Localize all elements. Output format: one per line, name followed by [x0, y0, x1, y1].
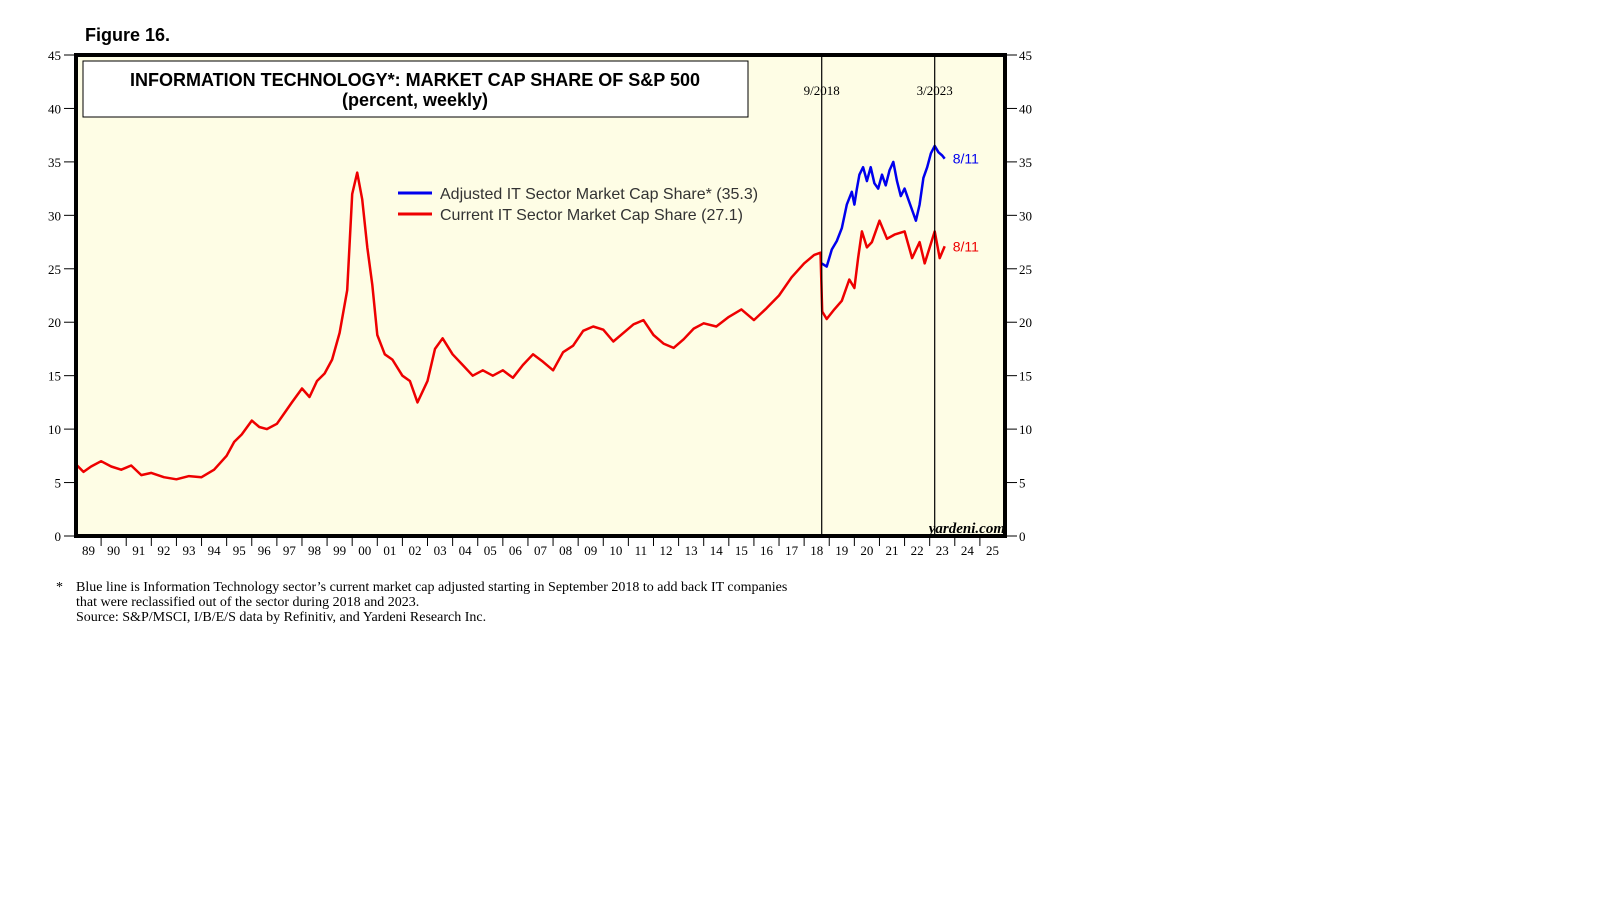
series-line-adjusted — [821, 144, 946, 268]
y-tick-label-left: 40 — [48, 101, 61, 116]
y-tick-label-left: 0 — [55, 529, 62, 544]
series-line-current — [75, 171, 946, 481]
series-end-label: 8/11 — [953, 151, 979, 167]
y-tick-label-left: 35 — [48, 155, 61, 170]
x-tick-label: 13 — [685, 543, 698, 558]
footnote-line-3: Source: S&P/MSCI, I/B/E/S data by Refini… — [76, 610, 487, 625]
y-tick-label-left: 30 — [48, 208, 61, 223]
x-tick-label: 01 — [383, 543, 396, 558]
x-tick-label: 09 — [584, 543, 597, 558]
watermark: yardeni.com — [927, 521, 1005, 537]
y-tick-label-left: 45 — [48, 48, 61, 63]
y-tick-label-left: 25 — [48, 262, 61, 277]
chart-title: INFORMATION TECHNOLOGY*: MARKET CAP SHAR… — [130, 70, 700, 90]
series-end-label: 8/11 — [953, 238, 979, 254]
x-tick-label: 23 — [936, 543, 949, 558]
x-tick-label: 16 — [760, 543, 774, 558]
x-tick-label: 90 — [107, 543, 120, 558]
y-tick-label-right: 35 — [1019, 155, 1032, 170]
x-tick-label: 99 — [333, 543, 346, 558]
y-tick-label-left: 15 — [48, 369, 61, 384]
x-tick-label: 25 — [986, 543, 999, 558]
x-tick-label: 20 — [860, 543, 873, 558]
y-tick-label-right: 20 — [1019, 315, 1032, 330]
y-tick-label-right: 5 — [1019, 476, 1026, 491]
figure-label: Figure 16. — [85, 25, 171, 45]
chart-subtitle: (percent, weekly) — [342, 90, 488, 110]
footnote-line-2: that were reclassified out of the sector… — [76, 595, 420, 610]
x-tick-label: 95 — [233, 543, 246, 558]
x-tick-label: 05 — [484, 543, 497, 558]
x-tick-label: 91 — [132, 543, 145, 558]
x-tick-label: 92 — [157, 543, 170, 558]
x-tick-label: 03 — [434, 543, 447, 558]
x-tick-label: 00 — [358, 543, 371, 558]
x-tick-label: 15 — [735, 543, 748, 558]
x-tick-label: 94 — [208, 543, 222, 558]
x-tick-label: 04 — [459, 543, 473, 558]
y-tick-label-right: 45 — [1019, 48, 1032, 63]
x-tick-label: 22 — [911, 543, 924, 558]
reference-vline-label: 3/2023 — [917, 83, 953, 98]
y-tick-label-right: 0 — [1019, 529, 1026, 544]
x-tick-label: 14 — [710, 543, 724, 558]
y-tick-label-right: 10 — [1019, 422, 1032, 437]
x-tick-label: 12 — [660, 543, 673, 558]
x-tick-label: 17 — [785, 543, 799, 558]
x-tick-label: 18 — [810, 543, 823, 558]
title-box: INFORMATION TECHNOLOGY*: MARKET CAP SHAR… — [82, 60, 749, 118]
x-tick-label: 08 — [559, 543, 572, 558]
plot-area — [76, 55, 1005, 536]
x-tick-label: 98 — [308, 543, 321, 558]
x-tick-label: 07 — [534, 543, 548, 558]
plot-frame — [74, 53, 1007, 538]
x-tick-label: 19 — [835, 543, 848, 558]
x-tick-label: 10 — [609, 543, 622, 558]
footnote-star: * — [56, 580, 63, 595]
reference-vline-label: 9/2018 — [804, 83, 840, 98]
y-tick-label-right: 25 — [1019, 262, 1032, 277]
x-tick-label: 06 — [509, 543, 523, 558]
y-tick-label-left: 5 — [55, 476, 62, 491]
x-tick-label: 89 — [82, 543, 95, 558]
footnote: * Blue line is Information Technology se… — [56, 580, 787, 625]
y-tick-label-left: 20 — [48, 315, 61, 330]
y-tick-label-right: 40 — [1019, 101, 1032, 116]
y-tick-label-right: 15 — [1019, 369, 1032, 384]
x-tick-label: 21 — [886, 543, 899, 558]
legend-label-adjusted: Adjusted IT Sector Market Cap Share* (35… — [440, 186, 758, 203]
x-tick-label: 11 — [635, 543, 648, 558]
legend: Adjusted IT Sector Market Cap Share* (35… — [398, 186, 758, 224]
y-tick-label-right: 30 — [1019, 208, 1032, 223]
legend-label-current: Current IT Sector Market Cap Share (27.1… — [440, 207, 743, 224]
y-tick-label-left: 10 — [48, 422, 61, 437]
footnote-line-1: Blue line is Information Technology sect… — [76, 580, 788, 595]
x-tick-label: 97 — [283, 543, 297, 558]
x-tick-label: 24 — [961, 543, 975, 558]
x-tick-label: 02 — [408, 543, 421, 558]
x-tick-label: 96 — [258, 543, 272, 558]
x-tick-label: 93 — [182, 543, 195, 558]
